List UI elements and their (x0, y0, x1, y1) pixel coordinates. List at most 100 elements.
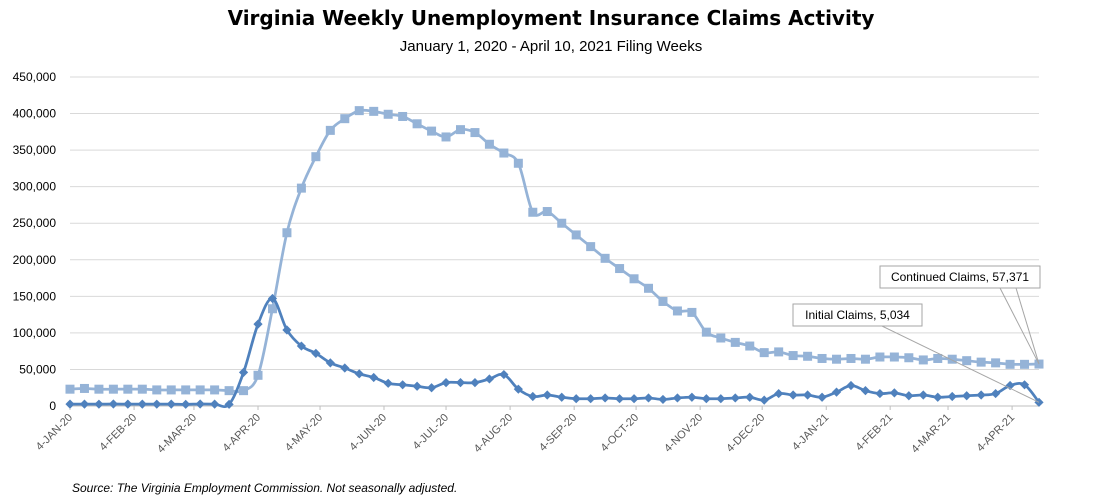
callout-initial-claims: Initial Claims, 5,034 (792, 303, 1040, 403)
data-point (441, 132, 451, 142)
data-point (282, 325, 292, 335)
y-tick-label: 200,000 (13, 253, 57, 267)
data-point (426, 383, 437, 393)
callout-continued-claims: Continued Claims, 57,371 (879, 265, 1041, 365)
x-tick-label: 4-MAR-21 (909, 412, 953, 456)
data-point (730, 337, 740, 347)
data-point (383, 378, 393, 388)
y-tick-label: 450,000 (13, 70, 57, 84)
data-point (918, 355, 928, 365)
data-point (614, 394, 625, 404)
data-point (296, 341, 307, 351)
data-point (933, 353, 943, 363)
data-point (528, 207, 538, 217)
callouts: Continued Claims, 57,371 Initial Claims, … (792, 265, 1041, 403)
data-point (774, 347, 784, 357)
callout-label: Initial Claims, 5,034 (805, 308, 910, 322)
data-point (239, 386, 249, 396)
callout-leader (881, 325, 1040, 403)
data-point (774, 388, 784, 399)
x-tick-label: 4-NOV-20 (662, 412, 705, 455)
gridlines (70, 76, 1039, 407)
y-tick-label: 150,000 (13, 289, 57, 303)
data-point (195, 399, 205, 409)
data-point (817, 353, 827, 363)
series-layer (65, 106, 1044, 409)
data-point (542, 390, 552, 400)
data-point (354, 106, 364, 116)
data-point (123, 399, 133, 409)
data-point (1019, 380, 1030, 390)
data-point (267, 293, 278, 304)
data-point (962, 391, 972, 401)
data-point (354, 369, 364, 379)
data-point (238, 367, 249, 377)
data-point (933, 392, 943, 402)
data-point (701, 394, 711, 404)
data-point (875, 388, 885, 399)
x-tick-label: 4-AUG-20 (472, 412, 516, 456)
data-point (484, 374, 495, 384)
y-tick-label: 350,000 (13, 143, 57, 157)
data-point (904, 353, 914, 363)
x-tick-label: 4-JAN-21 (790, 412, 831, 453)
data-point (398, 380, 408, 390)
data-point (904, 391, 914, 401)
data-point (253, 370, 263, 380)
data-point (860, 354, 870, 364)
data-point (629, 394, 639, 404)
data-point (802, 390, 813, 400)
data-point (832, 354, 842, 364)
data-point (831, 387, 842, 397)
x-tick-label: 4-FEB-21 (854, 412, 896, 454)
data-point (282, 228, 292, 238)
data-point (311, 152, 321, 162)
data-point (79, 399, 90, 409)
callout-leader (1015, 287, 1040, 365)
data-point (1005, 380, 1015, 391)
data-point (383, 109, 393, 119)
data-point (499, 148, 509, 158)
data-point (687, 392, 697, 402)
x-axis: 4-JAN-20 4-FEB-20 4-MAR-20 4-APR-20 4-MAY-20… (34, 406, 1017, 456)
data-point (557, 392, 567, 402)
data-point (441, 378, 451, 388)
data-point (701, 327, 711, 337)
data-point (470, 128, 480, 138)
data-point (311, 348, 321, 358)
data-point (369, 372, 379, 383)
data-point (658, 296, 668, 306)
data-point (788, 390, 798, 400)
data-point (947, 354, 957, 364)
y-tick-label: 250,000 (13, 216, 57, 230)
x-tick-label: 4-APR-20 (220, 412, 263, 455)
x-tick-label: 4-OCT-20 (599, 412, 642, 455)
x-tick-label: 4-FEB-20 (97, 412, 139, 454)
data-point (166, 385, 176, 395)
data-point (817, 392, 827, 402)
data-point (716, 333, 726, 343)
data-point (166, 399, 176, 409)
data-point (976, 357, 986, 367)
data-point (542, 207, 552, 217)
data-point (687, 307, 697, 317)
data-point (340, 363, 350, 373)
x-tick-label: 4-SEP-20 (537, 412, 579, 454)
data-point (571, 230, 581, 240)
x-tick-label: 4-MAY-20 (283, 412, 325, 454)
data-point (455, 378, 466, 388)
data-point (557, 218, 567, 228)
data-point (571, 394, 581, 404)
data-point (94, 384, 104, 394)
y-tick-label: 0 (49, 399, 56, 413)
callout-box (792, 303, 923, 327)
data-point (137, 384, 147, 394)
x-tick-label: 4-MAR-20 (155, 412, 199, 456)
data-point (253, 319, 263, 329)
data-point (195, 385, 205, 395)
data-point (644, 283, 654, 293)
data-point (267, 304, 277, 314)
chart-title: Virginia Weekly Unemployment Insurance C… (227, 6, 875, 30)
data-point (398, 111, 408, 121)
callout-leader (999, 287, 1040, 365)
